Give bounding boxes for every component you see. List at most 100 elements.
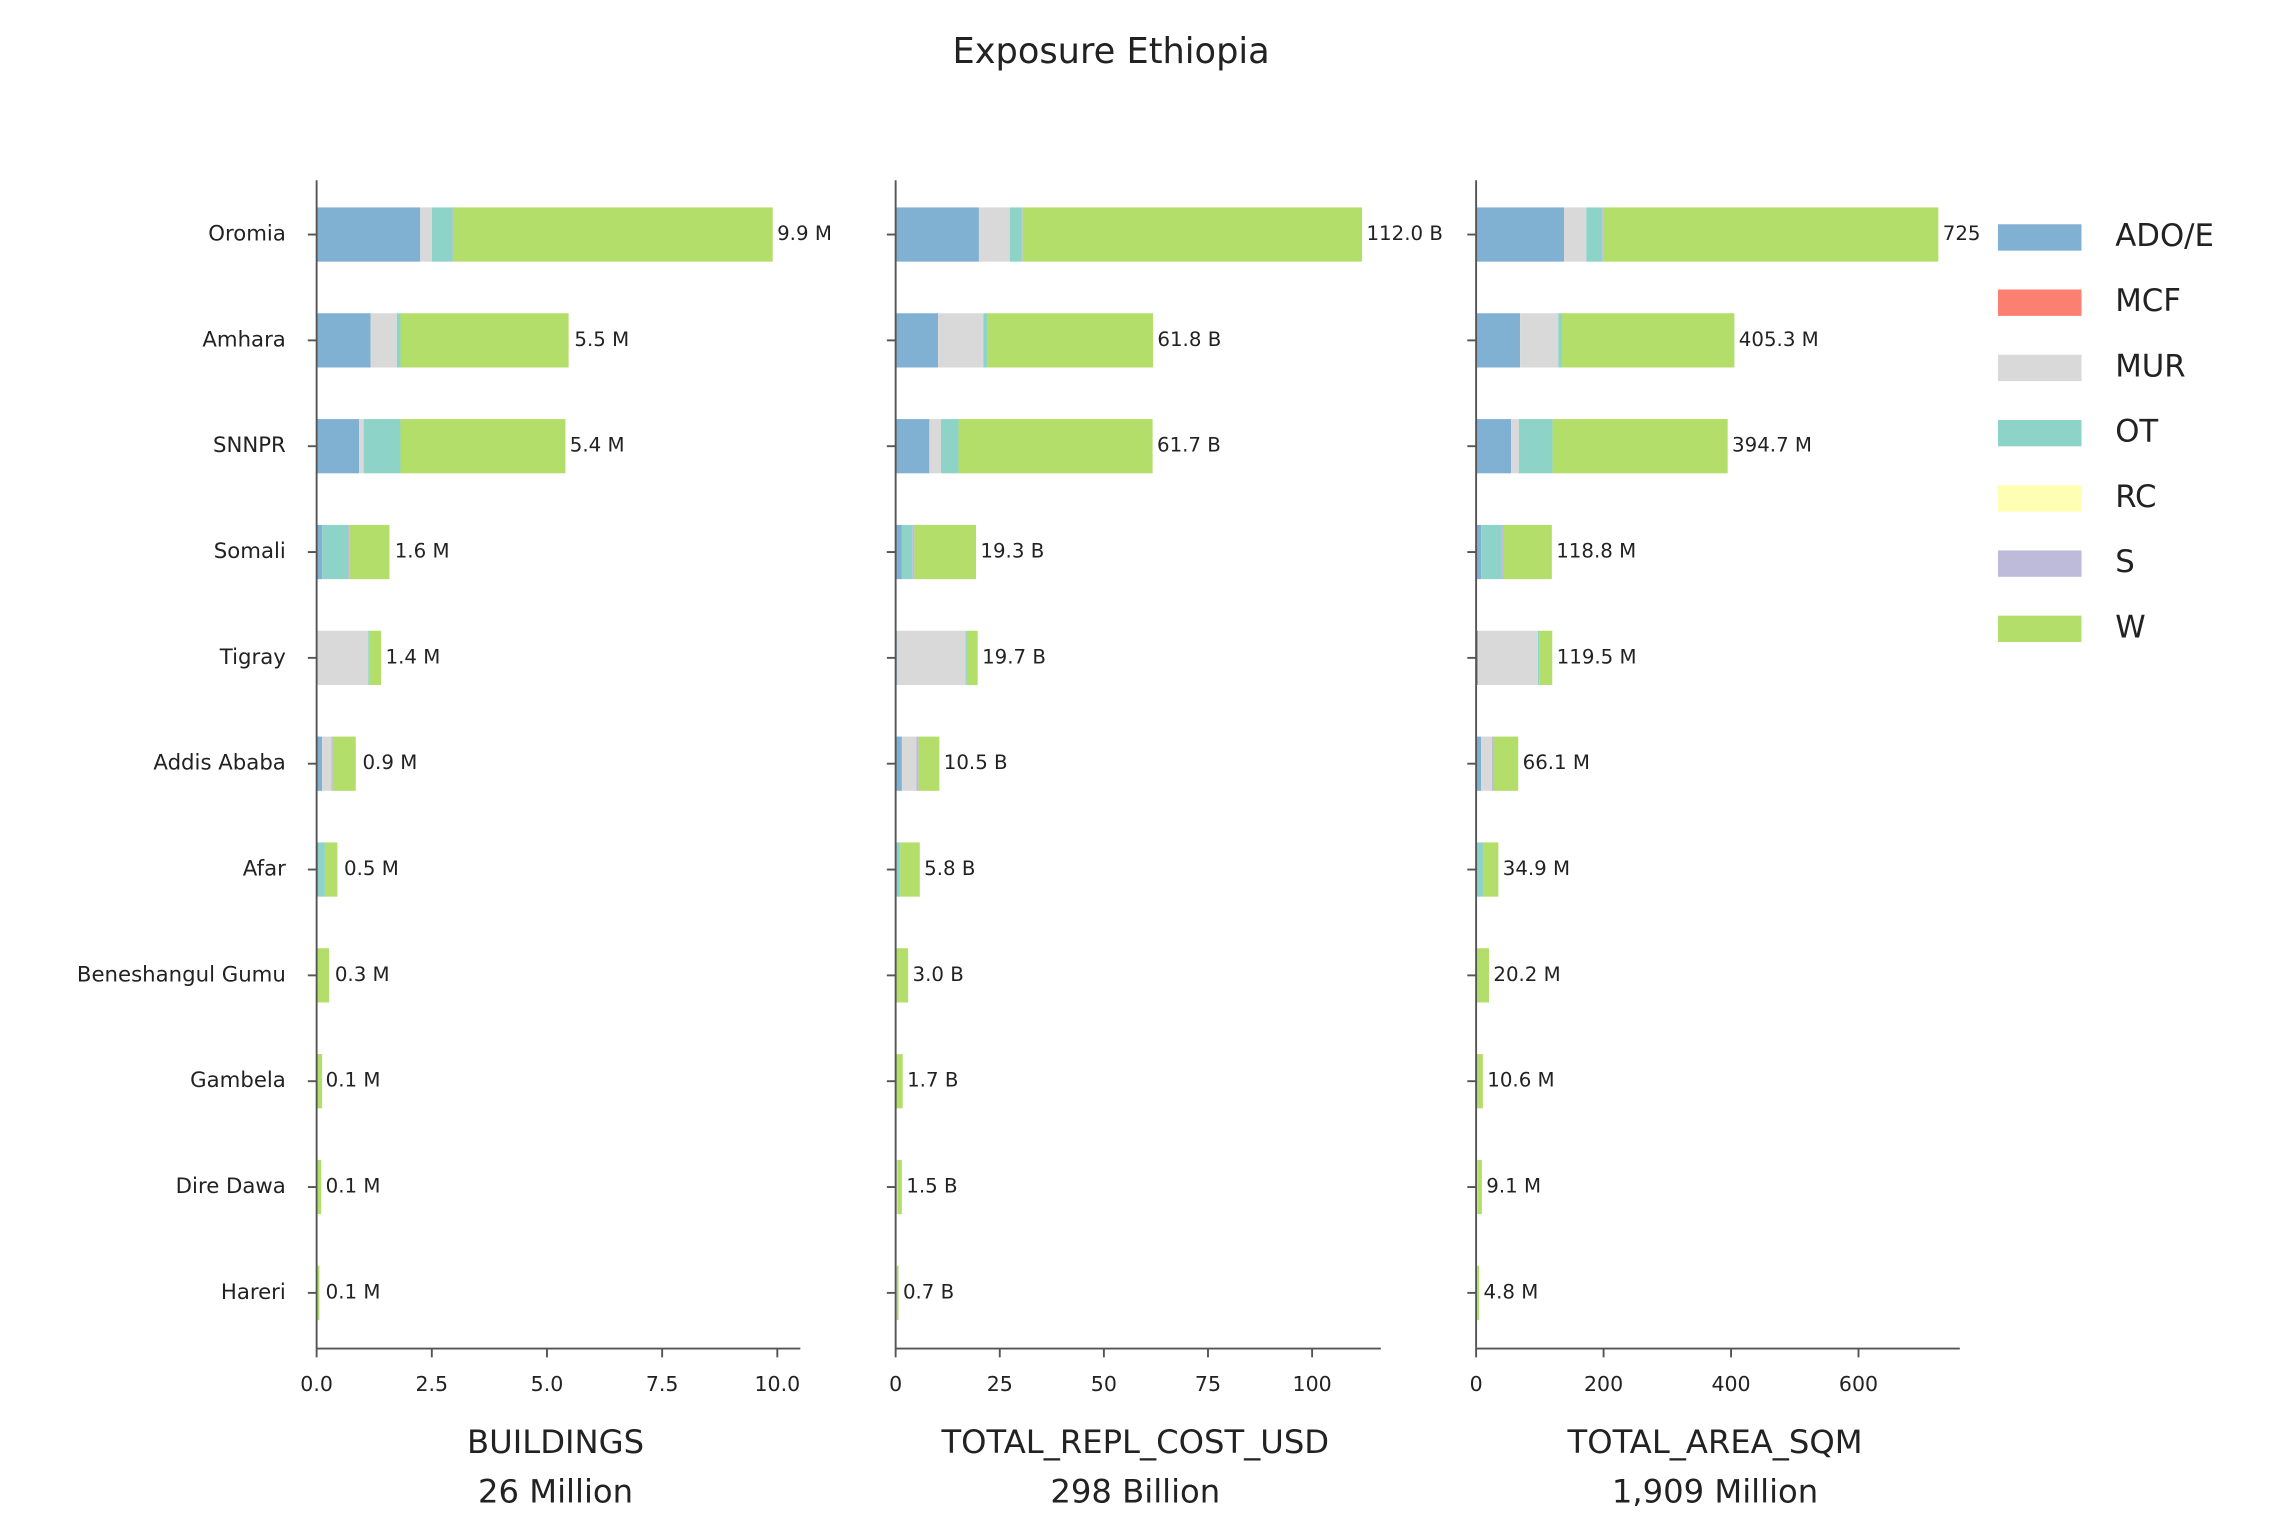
x-tick-label: 600 (1839, 1372, 1878, 1396)
value-label: 10.6 M (1487, 1069, 1554, 1092)
bar-segment (1476, 1159, 1479, 1215)
bar-segment (895, 736, 902, 791)
bar-segment (1477, 1265, 1480, 1320)
bar-segment (316, 1054, 323, 1109)
bar-segment (1492, 736, 1494, 791)
bar-segment (896, 1265, 899, 1320)
bar-segment (965, 630, 967, 685)
bar-segment (322, 736, 332, 791)
bar-segment (912, 524, 915, 580)
bar-segment (895, 419, 930, 474)
value-label: 66.1 M (1523, 751, 1590, 774)
value-label: 1.7 B (907, 1069, 958, 1092)
bar-segment (317, 948, 330, 1003)
bar-segment (896, 1054, 903, 1109)
bar-segment (316, 207, 421, 262)
legend-swatch (1997, 550, 2082, 577)
y-tick-label: Amhara (202, 327, 286, 352)
bar-segment (453, 207, 773, 262)
x-tick-label: 50 (1091, 1372, 1117, 1396)
bar-segment (1539, 630, 1553, 685)
x-tick-label: 25 (987, 1372, 1013, 1396)
bar-segment (1511, 419, 1519, 474)
bar-segment (1009, 207, 1022, 262)
x-tick-label: 2.5 (415, 1372, 448, 1396)
bar-segment (1477, 842, 1484, 897)
value-label: 1.5 B (906, 1175, 957, 1198)
y-tick-label: Oromia (208, 222, 286, 247)
value-label: 5.4 M (570, 434, 625, 457)
bar-segment (368, 630, 370, 685)
bar-segment (914, 524, 977, 580)
bar-segment (941, 419, 959, 474)
bar-segment (895, 207, 979, 262)
value-label: 20.2 M (1493, 963, 1560, 986)
x-tick-label: 0 (889, 1372, 902, 1396)
bar-segment (1476, 630, 1479, 685)
x-tick-label: 5.0 (531, 1372, 564, 1396)
value-label: 0.9 M (362, 751, 417, 774)
bar-segment (901, 736, 917, 791)
bar-segment (1481, 736, 1493, 791)
x-tick-label: 0 (1470, 1372, 1483, 1396)
bar-segment (1477, 948, 1489, 1003)
value-label: 119.5 M (1557, 645, 1637, 668)
bar-segment (895, 1159, 898, 1215)
bar-segment (1564, 207, 1587, 262)
bar-segment (918, 736, 940, 791)
bar-segment (452, 207, 454, 262)
bar-segment (1478, 630, 1538, 685)
bar-segment (978, 207, 1010, 262)
bar-segment (1503, 524, 1552, 580)
bar-segment (370, 313, 397, 368)
legend-swatch (1997, 485, 2082, 512)
bar-segment (900, 842, 920, 897)
bar-segment (929, 419, 942, 474)
value-label: 0.5 M (344, 857, 399, 880)
bar-segment (317, 630, 369, 685)
legend-label: S (2115, 544, 2135, 580)
bar-segment (916, 736, 919, 791)
bar-segment (318, 842, 325, 897)
x-axis-total: 1,909 Million (1612, 1473, 1818, 1511)
bar-segment (363, 419, 401, 474)
bar-segment (332, 736, 356, 791)
legend-label: MUR (2115, 348, 2185, 384)
x-axis-label: TOTAL_REPL_COST_USD (940, 1423, 1329, 1461)
bar-segment (938, 313, 984, 368)
value-label: 19.7 B (982, 645, 1046, 668)
bar-segment (1476, 736, 1482, 791)
value-label: 5.5 M (574, 328, 629, 351)
bar-segment (1476, 207, 1565, 262)
bar-segment (420, 207, 432, 262)
bar-segment (987, 313, 1154, 368)
bar-segment (966, 630, 978, 685)
value-label: 4.8 M (1484, 1280, 1539, 1303)
bar-segment (369, 630, 382, 685)
bar-segment (347, 524, 350, 580)
bar-segment (316, 419, 360, 474)
bar-segment (1520, 313, 1559, 368)
x-tick-label: 200 (1584, 1372, 1623, 1396)
value-label: 0.1 M (326, 1069, 381, 1092)
bar-segment (359, 419, 364, 474)
bar-segment (1021, 207, 1023, 262)
x-tick-label: 100 (1293, 1372, 1332, 1396)
legend-label: MCF (2115, 283, 2181, 319)
legend-label: OT (2115, 414, 2158, 450)
legend-swatch (1997, 224, 2082, 251)
bar-segment (1586, 207, 1603, 262)
bar-segment (1476, 524, 1482, 580)
bar-segment (1518, 419, 1553, 474)
bar-segment (895, 524, 902, 580)
bar-segment (1602, 207, 1604, 262)
bar-segment (901, 524, 913, 580)
y-tick-label: Somali (214, 539, 286, 564)
bar-segment (1481, 524, 1502, 580)
value-label: 112.0 B (1366, 222, 1442, 245)
x-axis-total: 298 Billion (1050, 1473, 1220, 1511)
bar-segment (1476, 313, 1521, 368)
chart-title: Exposure Ethiopia (952, 31, 1269, 72)
bar-segment (316, 313, 371, 368)
